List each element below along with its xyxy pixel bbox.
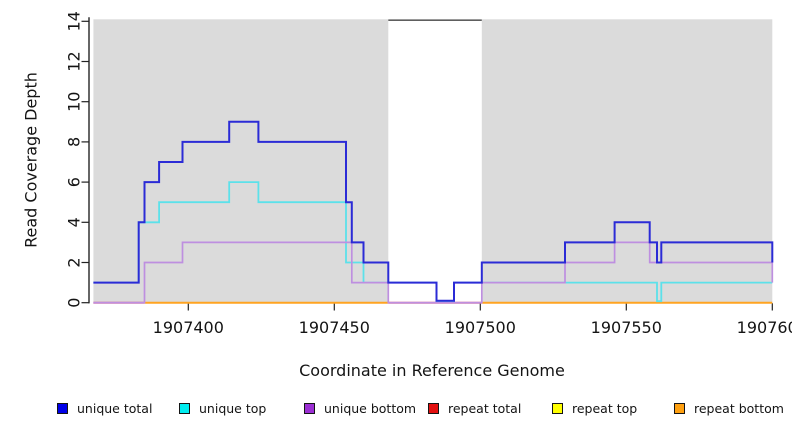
legend-swatch xyxy=(57,402,68,414)
legend-item-repeat-top: repeat top xyxy=(552,400,637,416)
y-tick-label: 14 xyxy=(65,11,84,31)
unique-region-background xyxy=(481,19,773,304)
legend-label: repeat top xyxy=(572,400,638,416)
series-line-unique-top xyxy=(93,181,773,303)
legend-item-unique-total: unique total xyxy=(57,400,152,416)
unique-region-background xyxy=(93,19,389,304)
legend-swatch xyxy=(304,402,315,414)
legend-item-unique-top: unique top xyxy=(179,400,266,416)
legend-swatch xyxy=(674,402,685,414)
legend-label: unique top xyxy=(199,400,267,416)
legend-swatch xyxy=(179,402,190,414)
legend-label: repeat bottom xyxy=(694,400,784,416)
legend-label: unique bottom xyxy=(324,400,417,416)
legend-item-repeat-total: repeat total xyxy=(428,400,521,416)
y-tick-label: 10 xyxy=(65,92,84,112)
y-tick-label: 8 xyxy=(65,137,84,147)
y-tick-label: 12 xyxy=(65,51,84,71)
y-tick-label: 4 xyxy=(65,217,84,227)
legend-label: repeat total xyxy=(448,400,522,416)
x-tick-label: 1907600 xyxy=(737,318,792,337)
legend-swatch xyxy=(552,402,563,414)
x-tick-label: 1907550 xyxy=(591,318,662,337)
x-axis-title: Coordinate in Reference Genome xyxy=(299,361,565,380)
y-tick-label: 0 xyxy=(65,298,84,308)
x-tick-label: 1907500 xyxy=(445,318,516,337)
series-line-unique-total xyxy=(93,120,774,302)
x-tick-label: 1907450 xyxy=(299,318,370,337)
legend-swatch xyxy=(428,402,439,414)
legend-label: unique total xyxy=(77,400,153,416)
y-tick-label: 6 xyxy=(65,177,84,187)
legend-item-unique-bottom: unique bottom xyxy=(304,400,416,416)
legend-item-repeat-bottom: repeat bottom xyxy=(674,400,784,416)
y-axis-title: Read Coverage Depth xyxy=(21,72,41,248)
y-tick-label: 2 xyxy=(65,257,84,267)
x-tick-label: 1907400 xyxy=(153,318,224,337)
